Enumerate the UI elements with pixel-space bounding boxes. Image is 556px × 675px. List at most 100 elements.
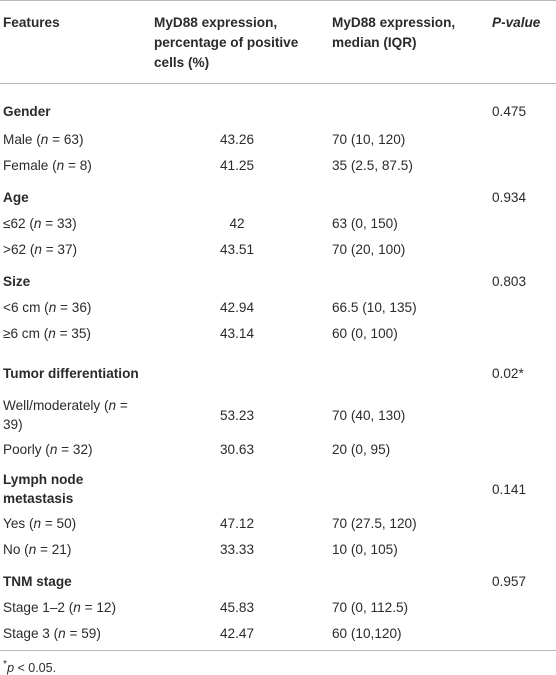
feature-cell: Well/moderately (n = 39) — [3, 398, 128, 432]
percentage-cell: 43.26 — [219, 131, 255, 147]
feature-cell: No (n = 21) — [3, 541, 72, 557]
table-row: Stage 3 (n = 59) 42.47 60 (10,120) — [0, 620, 556, 651]
median-cell: 70 (10, 120) — [332, 131, 406, 147]
p-value-cell — [486, 294, 556, 320]
footnote: *p < 0.05. — [3, 659, 57, 675]
group-row-size: Size 0.803 — [0, 262, 556, 294]
p-value-cell — [486, 536, 556, 562]
median-cell — [326, 346, 486, 394]
feature-cell: Poorly (n = 32) — [3, 441, 93, 457]
header-row: Features MyD88 expression, percentage of… — [0, 0, 556, 84]
percentage-cell — [148, 462, 326, 510]
p-value-cell: 0.934 — [492, 189, 527, 205]
median-cell: 70 (0, 112.5) — [332, 599, 409, 615]
group-row-tumor-differentiation: Tumor differentiation 0.02* — [0, 346, 556, 394]
table-row: Female (n = 8) 41.25 35 (2.5, 87.5) — [0, 152, 556, 178]
table-row: Stage 1–2 (n = 12) 45.83 70 (0, 112.5) — [0, 594, 556, 620]
median-cell — [326, 462, 486, 510]
feature-cell: ≤62 (n = 33) — [3, 215, 77, 231]
feature-cell: ≥6 cm (n = 35) — [3, 325, 91, 341]
header-p-value-text: P-value — [492, 15, 541, 30]
table-row: No (n = 21) 33.33 10 (0, 105) — [0, 536, 556, 562]
p-value-cell — [486, 236, 556, 262]
p-value-cell: 0.141 — [492, 481, 527, 497]
group-row-gender: Gender 0.475 — [0, 84, 556, 127]
table-header: Features MyD88 expression, percentage of… — [0, 0, 556, 84]
header-features: Features — [0, 0, 148, 84]
p-value-cell — [486, 594, 556, 620]
median-cell — [326, 84, 486, 127]
feature-cell: Female (n = 8) — [3, 157, 92, 173]
table-row: ≥6 cm (n = 35) 43.14 60 (0, 100) — [0, 320, 556, 346]
table-row: Yes (n = 50) 47.12 70 (27.5, 120) — [0, 510, 556, 536]
percentage-cell: 47.12 — [219, 515, 255, 531]
myd88-expression-table: Features MyD88 expression, percentage of… — [0, 0, 556, 651]
table-row: ≤62 (n = 33) 42 63 (0, 150) — [0, 210, 556, 236]
feature-cell: Male (n = 63) — [3, 131, 84, 147]
feature-cell: Stage 3 (n = 59) — [0, 620, 148, 651]
p-value-cell: 0.02* — [492, 365, 524, 381]
header-p-value: P-value — [486, 0, 556, 84]
median-cell: 70 (40, 130) — [332, 407, 406, 423]
percentage-cell: 43.14 — [219, 325, 255, 341]
p-value-cell: 0.957 — [492, 573, 527, 589]
median-cell — [326, 178, 486, 210]
percentage-cell: 42.47 — [148, 620, 326, 651]
table-row: Well/moderately (n = 39) 53.23 70 (40, 130… — [0, 394, 556, 436]
p-value-cell — [486, 152, 556, 178]
median-cell: 10 (0, 105) — [332, 541, 398, 557]
group-row-lymph-node-metastasis: Lymph node metastasis 0.141 — [0, 462, 556, 510]
percentage-cell: 30.63 — [219, 441, 255, 457]
feature-cell: >62 (n = 37) — [3, 241, 78, 257]
median-cell: 70 (20, 100) — [332, 241, 406, 257]
median-cell: 35 (2.5, 87.5) — [332, 157, 413, 173]
table-row: Male (n = 63) 43.26 70 (10, 120) — [0, 126, 556, 152]
p-value-cell — [486, 620, 556, 651]
feature-cell: Age — [3, 189, 29, 205]
percentage-cell: 41.25 — [219, 157, 255, 173]
percentage-cell: 43.51 — [219, 241, 255, 257]
feature-cell: <6 cm (n = 36) — [3, 299, 92, 315]
median-cell — [326, 262, 486, 294]
header-median: MyD88 expression, median (IQR) — [326, 0, 486, 84]
percentage-cell: 42.94 — [219, 299, 255, 315]
feature-cell: Stage 1–2 (n = 12) — [3, 599, 116, 615]
percentage-cell: 45.83 — [219, 599, 255, 615]
p-value-cell — [486, 126, 556, 152]
median-cell — [326, 562, 486, 594]
median-cell: 20 (0, 95) — [332, 441, 391, 457]
feature-cell: Gender — [3, 103, 51, 119]
table-row: >62 (n = 37) 43.51 70 (20, 100) — [0, 236, 556, 262]
header-percentage: MyD88 expression, percentage of positive… — [148, 0, 326, 84]
percentage-cell — [148, 178, 326, 210]
median-cell: 60 (10,120) — [326, 620, 486, 651]
feature-cell: Tumor differentiation — [3, 365, 139, 381]
group-row-age: Age 0.934 — [0, 178, 556, 210]
p-value-cell — [486, 394, 556, 436]
table-row: <6 cm (n = 36) 42.94 66.5 (10, 135) — [0, 294, 556, 320]
percentage-cell — [148, 346, 326, 394]
median-cell: 60 (0, 100) — [332, 325, 398, 341]
p-value-cell — [486, 510, 556, 536]
percentage-cell: 33.33 — [219, 541, 255, 557]
table-row: Poorly (n = 32) 30.63 20 (0, 95) — [0, 436, 556, 462]
p-value-cell — [486, 210, 556, 236]
feature-cell: Yes (n = 50) — [3, 515, 77, 531]
median-cell: 70 (27.5, 120) — [332, 515, 417, 531]
p-value-cell: 0.475 — [492, 103, 527, 119]
feature-cell: Size — [3, 273, 31, 289]
percentage-cell — [148, 562, 326, 594]
median-cell: 63 (0, 150) — [332, 215, 398, 231]
group-row-tnm-stage: TNM stage 0.957 — [0, 562, 556, 594]
p-value-cell — [486, 320, 556, 346]
feature-cell: TNM stage — [3, 573, 72, 589]
percentage-cell: 53.23 — [219, 407, 255, 423]
table-body: Gender 0.475 Male (n = 63) 43.26 70 (10, 120… — [0, 84, 556, 651]
feature-cell: Lymph node metastasis — [3, 472, 84, 506]
percentage-cell: 42 — [229, 215, 245, 231]
percentage-cell — [148, 84, 326, 127]
p-value-cell: 0.803 — [492, 273, 527, 289]
median-cell: 66.5 (10, 135) — [332, 299, 417, 315]
percentage-cell — [148, 262, 326, 294]
